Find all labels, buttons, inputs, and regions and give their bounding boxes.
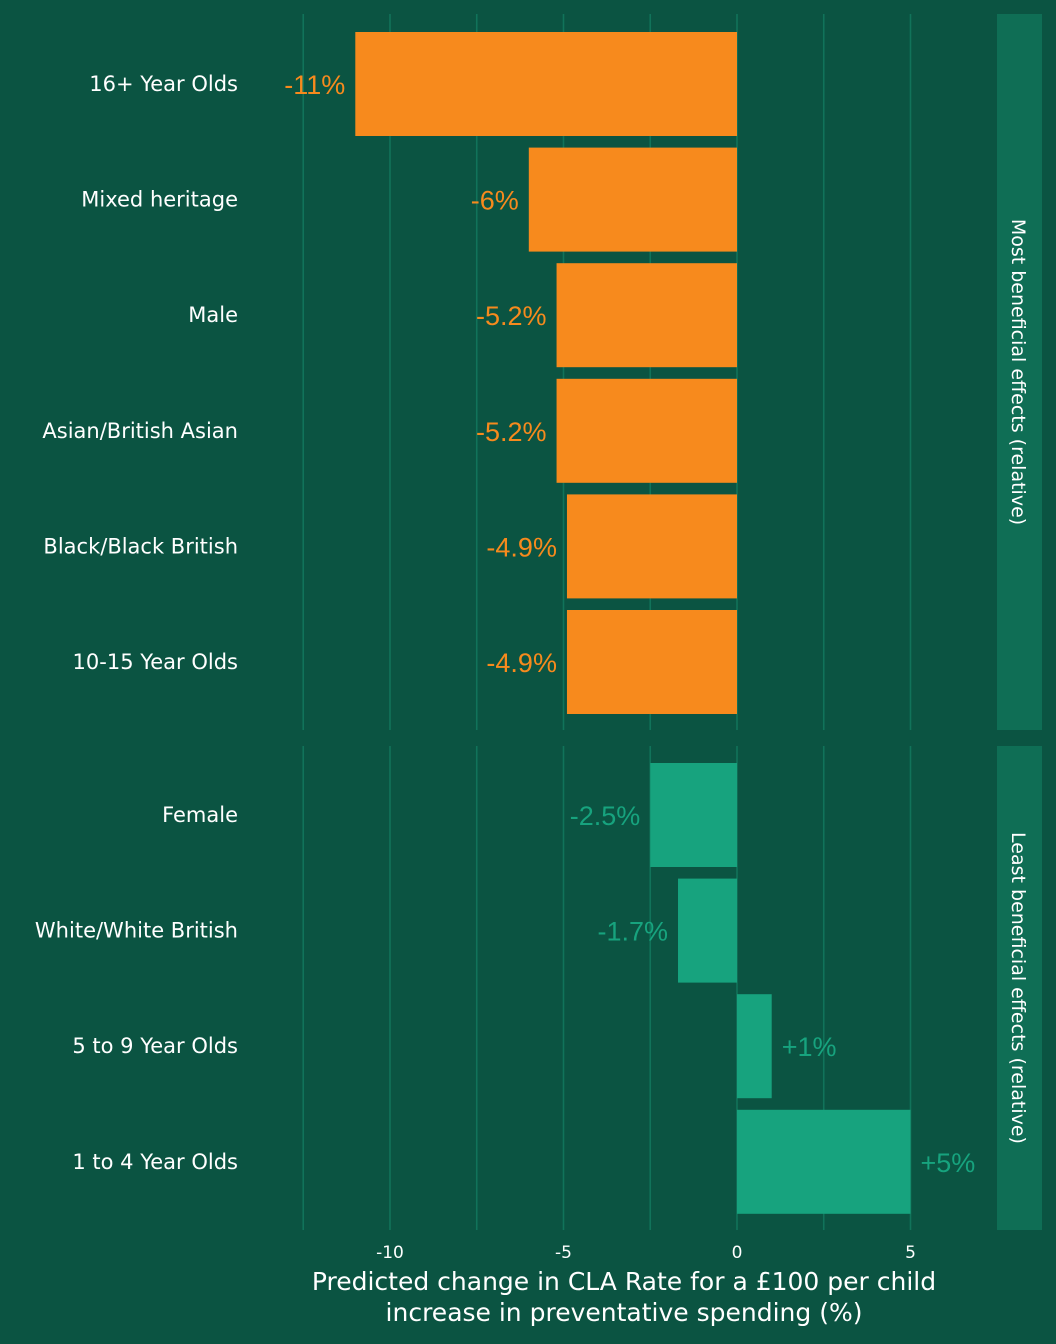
data-label: -5.2%: [476, 417, 547, 447]
x-tick-label: 5: [905, 1243, 916, 1263]
facet-strips: Most beneficial effects (relative) Least …: [997, 14, 1042, 1230]
data-label: -4.9%: [486, 648, 557, 678]
category-label: Female: [162, 803, 238, 827]
data-label: -1.7%: [597, 917, 668, 947]
x-axis: -10 -5 0 5: [376, 1243, 916, 1263]
data-label: -6%: [471, 186, 519, 216]
bar: [737, 1109, 911, 1214]
bar: [355, 32, 737, 136]
category-label: Black/Black British: [43, 534, 238, 558]
data-label: +1%: [782, 1032, 837, 1062]
bar: [650, 763, 737, 867]
data-label: +5%: [921, 1148, 976, 1178]
facet-strip-label: Most beneficial effects (relative): [1007, 219, 1029, 525]
bar: [737, 994, 772, 1099]
x-tick-label: 0: [732, 1243, 743, 1263]
category-label: Male: [188, 303, 238, 327]
bar: [678, 878, 737, 983]
category-label: Asian/British Asian: [42, 419, 238, 443]
facet-strip-label: Least beneficial effects (relative): [1007, 832, 1029, 1144]
bar: [556, 263, 737, 368]
category-label: 16+ Year Olds: [89, 72, 238, 96]
bar: [556, 378, 737, 483]
data-label: -11%: [284, 70, 345, 100]
x-tick-label: -10: [376, 1243, 404, 1263]
category-label: Mixed heritage: [81, 188, 238, 212]
facet-strip: [997, 14, 1042, 730]
bar: [566, 494, 737, 599]
data-label: -2.5%: [570, 801, 641, 831]
labels: -11% 16+ Year Olds -6% Mixed heritage -5.2% M…: [35, 70, 975, 1178]
bar: [528, 147, 737, 252]
data-label: -5.2%: [476, 301, 547, 331]
x-tick-label: -5: [555, 1243, 572, 1263]
x-axis-title-line2: increase in preventative spending (%): [386, 1298, 863, 1327]
bar: [566, 610, 737, 714]
x-axis-title-line1: Predicted change in CLA Rate for a £100 …: [312, 1267, 936, 1296]
data-label: -4.9%: [486, 532, 557, 562]
category-label: White/White British: [35, 919, 238, 943]
facet-strip: [997, 746, 1042, 1230]
category-label: 5 to 9 Year Olds: [72, 1034, 238, 1058]
category-label: 10-15 Year Olds: [73, 650, 238, 674]
bars: [355, 32, 911, 1214]
category-label: 1 to 4 Year Olds: [72, 1150, 238, 1174]
